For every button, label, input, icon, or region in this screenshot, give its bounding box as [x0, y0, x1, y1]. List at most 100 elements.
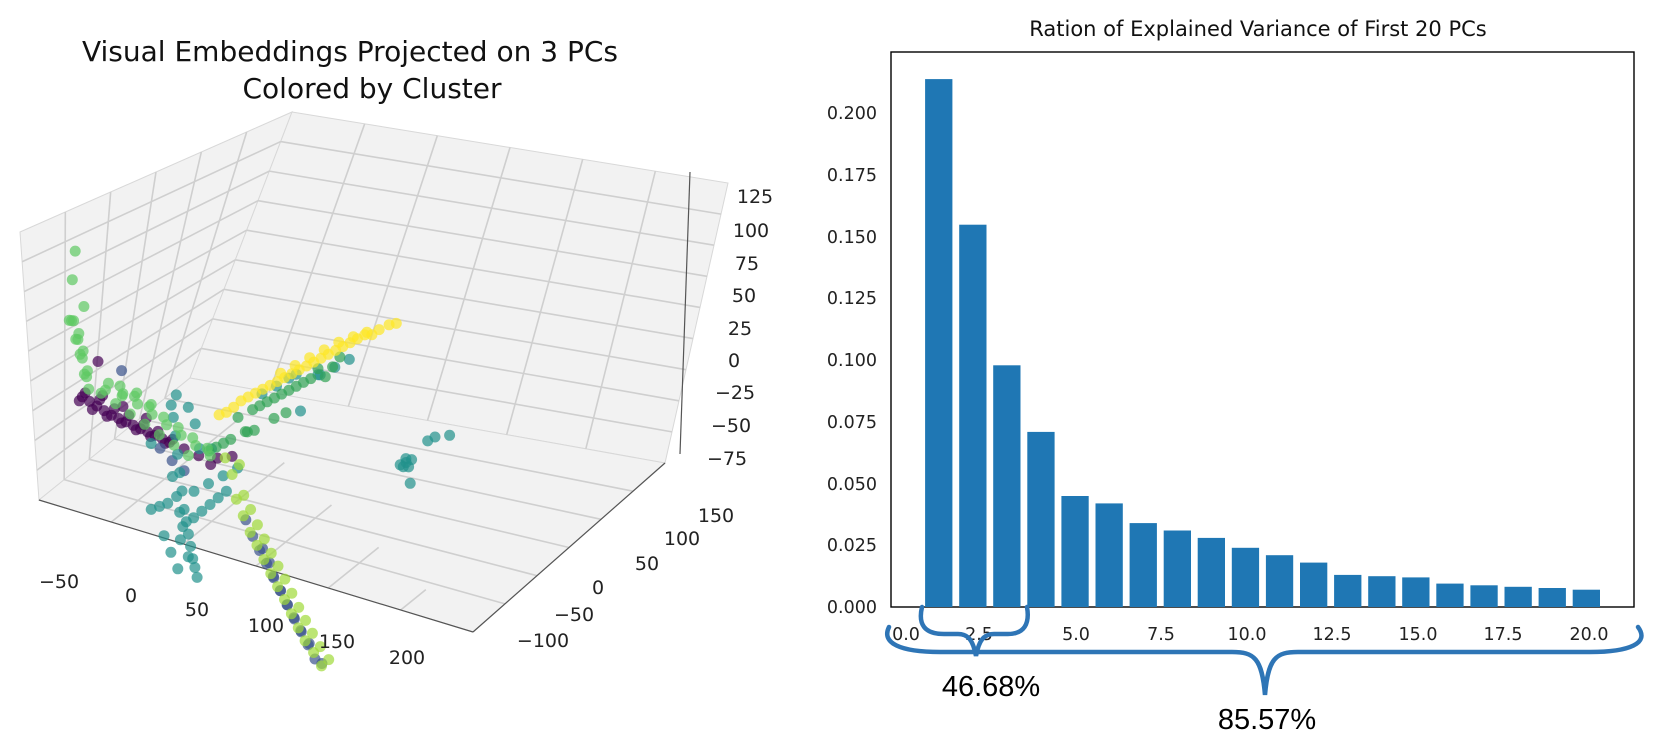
scatter-point	[235, 395, 247, 407]
bar-pc-14	[1368, 576, 1396, 607]
scatter-point	[212, 492, 224, 504]
scatter-point	[165, 546, 177, 558]
gridline	[246, 229, 701, 309]
y-tick-label: 0.100	[827, 351, 877, 371]
bar-pc-3	[993, 365, 1021, 607]
scatter-point	[318, 344, 330, 356]
scatter-point	[245, 504, 257, 515]
scatter-point	[73, 395, 85, 407]
x-tick-label: 0.0	[892, 625, 920, 645]
scatter-point	[83, 383, 95, 395]
x-axis-ticks: −50 0 50 100 150 200	[39, 571, 425, 669]
scatter-point	[295, 405, 306, 417]
scatter-point	[182, 450, 194, 461]
scatter-point	[219, 452, 231, 464]
scatter-point	[306, 627, 318, 639]
scatter-title-line-2: Colored by Cluster	[242, 72, 502, 105]
y-tick-label: 0.025	[827, 536, 877, 556]
x-tick-label: 17.5	[1484, 625, 1523, 645]
gridline	[235, 258, 694, 340]
scatter-point	[323, 654, 335, 666]
scatter-point	[203, 478, 214, 490]
z-tick-label: 25	[728, 318, 752, 340]
scatter-point	[158, 530, 170, 542]
scatter-point	[174, 506, 186, 518]
scatter-point	[213, 409, 225, 421]
scatter-point	[226, 469, 238, 480]
gridline	[30, 259, 236, 382]
scatter-point	[154, 442, 166, 454]
y-tick-label: 0.125	[827, 289, 877, 309]
z-tick-label: −75	[707, 448, 747, 470]
bar-pc-19	[1538, 588, 1566, 607]
gridline	[32, 288, 225, 412]
scatter-point	[172, 563, 184, 575]
bar-pc-6	[1095, 503, 1123, 607]
scatter-point	[81, 365, 93, 377]
x-tick-label: 150	[319, 631, 355, 653]
scatter-point	[124, 408, 136, 420]
scatter-point	[167, 411, 179, 423]
gridline	[63, 211, 67, 480]
scatter-point	[189, 562, 201, 573]
scatter-point	[293, 601, 305, 613]
scatter-point	[168, 439, 180, 451]
scatter-point	[264, 379, 276, 391]
x-tick-label: 50	[185, 599, 209, 621]
scatter-point	[283, 384, 295, 396]
z-tick-label: −50	[711, 415, 751, 437]
x-tick-label: 100	[248, 615, 284, 637]
bar-pc-11	[1265, 555, 1294, 607]
scatter-points	[63, 245, 456, 672]
gridline	[400, 589, 427, 611]
z-tick-label: −25	[715, 382, 755, 404]
scatter-point	[285, 608, 297, 620]
scatter-point	[101, 410, 113, 422]
scatter-point	[131, 387, 143, 399]
bar-chart-title: Ration of Explained Variance of First 20…	[1029, 17, 1486, 41]
z-tick-label: 50	[732, 285, 756, 307]
pane-gridlines	[21, 123, 722, 611]
scatter-point	[78, 301, 90, 312]
scatter-point	[333, 336, 345, 348]
scatter-point	[204, 499, 216, 510]
scatter-point	[154, 500, 165, 512]
y-tick-label: 0.000	[827, 598, 877, 618]
scatter-point	[188, 512, 200, 524]
x-tick-label: 7.5	[1147, 625, 1175, 645]
x-tick-label: 200	[389, 647, 425, 669]
bar-pc-7	[1129, 523, 1157, 607]
scatter-point	[279, 594, 290, 605]
gridline	[280, 140, 722, 215]
scatter-point	[319, 371, 331, 383]
scatter-point	[116, 417, 127, 429]
axis-lines	[38, 171, 691, 633]
gridline	[89, 458, 538, 577]
scatter-point	[248, 424, 260, 436]
y-tick-label: 0	[592, 577, 604, 599]
scatter-point	[171, 491, 183, 502]
brace-46-68-percent	[918, 604, 1030, 657]
scatter-point	[153, 429, 165, 441]
gridline	[269, 170, 715, 247]
bar-pc-4	[1027, 431, 1055, 607]
scatter-point	[182, 551, 194, 563]
gridline	[164, 131, 248, 399]
y-tick-label: −50	[554, 604, 594, 626]
scatter-point	[174, 534, 186, 546]
scatter-point	[69, 245, 81, 257]
y-tick-label: 0.050	[827, 475, 877, 495]
y-axis-ticks: −100 −50 0 50 100 150	[517, 505, 734, 652]
scatter-point	[116, 365, 128, 377]
gridline	[23, 170, 270, 293]
gridline	[327, 546, 380, 589]
y-tick-label: 50	[635, 553, 659, 575]
scatter-point	[232, 411, 244, 423]
scatter-point	[400, 457, 412, 468]
x-tick-label: 12.5	[1313, 625, 1352, 645]
scatter-point	[280, 407, 292, 419]
scatter-title-line-1: Visual Embeddings Projected on 3 PCs	[82, 35, 618, 68]
bar-pc-12	[1300, 562, 1328, 607]
scatter-point	[201, 442, 213, 454]
